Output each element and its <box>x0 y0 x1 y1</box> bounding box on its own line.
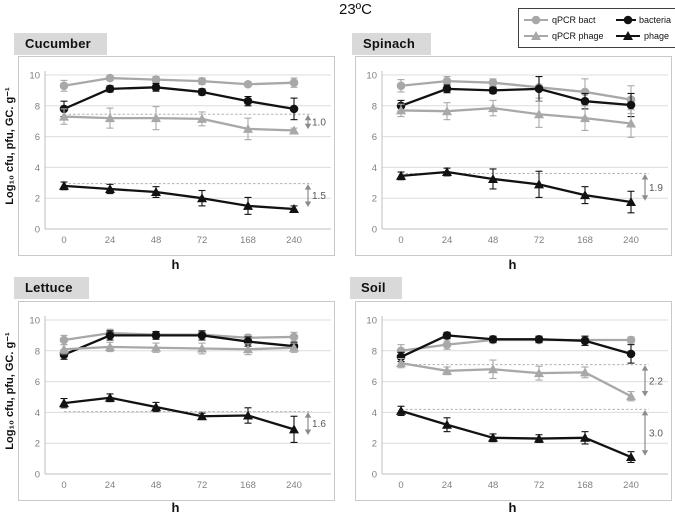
svg-text:24: 24 <box>442 480 453 491</box>
svg-text:0: 0 <box>398 480 403 491</box>
svg-text:168: 168 <box>577 480 593 491</box>
svg-text:2.2: 2.2 <box>649 376 663 387</box>
svg-text:48: 48 <box>488 480 499 491</box>
svg-text:24: 24 <box>105 235 116 246</box>
svg-text:2: 2 <box>35 439 40 450</box>
svg-text:10: 10 <box>366 71 377 82</box>
svg-text:8: 8 <box>35 101 40 112</box>
svg-text:8: 8 <box>35 346 40 357</box>
svg-text:168: 168 <box>240 480 256 491</box>
svg-text:240: 240 <box>623 480 639 491</box>
svg-text:6: 6 <box>35 132 40 143</box>
svg-text:0: 0 <box>61 235 66 246</box>
qpcr-phage-marker-icon <box>524 31 548 40</box>
qpcr-bact-marker-icon <box>524 15 548 25</box>
svg-text:1.5: 1.5 <box>312 191 326 202</box>
svg-text:4: 4 <box>372 163 377 174</box>
svg-text:24: 24 <box>105 480 116 491</box>
legend-label: qPCR phage <box>552 31 604 41</box>
svg-text:2: 2 <box>372 439 377 450</box>
svg-text:72: 72 <box>534 235 545 246</box>
legend: qPCR bact bacteria qPCR phage phage <box>518 8 675 48</box>
panel-title-cucumber: Cucumber <box>14 33 107 55</box>
svg-text:4: 4 <box>35 408 40 419</box>
x-axis-label-soil: h <box>508 500 517 515</box>
svg-text:4: 4 <box>372 408 377 419</box>
svg-text:6: 6 <box>35 377 40 388</box>
figure-title: 23ºC <box>339 1 372 18</box>
svg-text:168: 168 <box>240 235 256 246</box>
svg-text:1.6: 1.6 <box>312 419 326 430</box>
svg-text:72: 72 <box>197 235 208 246</box>
svg-text:240: 240 <box>286 235 302 246</box>
svg-text:1.0: 1.0 <box>312 117 326 128</box>
x-axis-label-cucumber: h <box>171 257 180 272</box>
bacteria-marker-icon <box>616 15 636 25</box>
svg-text:10: 10 <box>366 316 377 327</box>
soil-panel: 0 2 4 6 8 10 0 24 48 72 168 240 2.2 3.0 <box>355 301 672 501</box>
svg-text:6: 6 <box>372 377 377 388</box>
svg-text:0: 0 <box>372 470 377 481</box>
svg-text:8: 8 <box>372 346 377 357</box>
phage-marker-icon <box>616 31 640 40</box>
y-axis-label-bottom: Log₁₀ cfu, pfu, GC. g⁻¹ <box>4 332 16 450</box>
legend-item-qpcr-bact: qPCR bact <box>523 14 615 26</box>
panel-title-soil: Soil <box>350 277 402 299</box>
svg-text:1.9: 1.9 <box>649 183 663 194</box>
svg-text:0: 0 <box>35 225 40 236</box>
svg-text:72: 72 <box>534 480 545 491</box>
x-axis-label-lettuce: h <box>171 500 180 515</box>
svg-text:48: 48 <box>488 235 499 246</box>
svg-text:6: 6 <box>372 132 377 143</box>
legend-item-bacteria: bacteria <box>615 14 671 26</box>
svg-text:0: 0 <box>398 235 403 246</box>
legend-item-qpcr-phage: qPCR phage <box>523 30 615 42</box>
svg-text:10: 10 <box>29 316 40 327</box>
y-axis-label-top: Log₁₀ cfu, pfu, GC. g⁻¹ <box>4 87 16 205</box>
svg-text:240: 240 <box>623 235 639 246</box>
legend-item-phage: phage <box>615 30 671 42</box>
svg-text:24: 24 <box>442 235 453 246</box>
panel-title-spinach: Spinach <box>352 33 431 55</box>
svg-text:10: 10 <box>29 71 40 82</box>
legend-label: qPCR bact <box>552 15 596 25</box>
svg-text:72: 72 <box>197 480 208 491</box>
lettuce-panel: 0 2 4 6 8 10 0 24 48 72 168 240 1.6 <box>18 301 335 501</box>
svg-text:8: 8 <box>372 101 377 112</box>
svg-text:0: 0 <box>61 480 66 491</box>
legend-label: phage <box>644 31 670 41</box>
svg-text:2: 2 <box>35 194 40 205</box>
legend-label: bacteria <box>638 15 671 25</box>
svg-text:4: 4 <box>35 163 40 174</box>
svg-text:240: 240 <box>286 480 302 491</box>
panel-title-lettuce: Lettuce <box>14 277 89 299</box>
svg-text:2: 2 <box>372 194 377 205</box>
spinach-panel: 0 2 4 6 8 10 0 24 48 72 168 240 1.9 <box>355 56 672 256</box>
svg-text:48: 48 <box>151 235 162 246</box>
svg-text:48: 48 <box>151 480 162 491</box>
x-axis-label-spinach: h <box>508 257 517 272</box>
svg-text:168: 168 <box>577 235 593 246</box>
svg-text:3.0: 3.0 <box>649 428 663 439</box>
cucumber-panel: 0 2 4 6 8 10 0 24 48 72 168 240 1.0 1.5 <box>18 56 335 256</box>
svg-text:0: 0 <box>35 470 40 481</box>
svg-text:0: 0 <box>372 225 377 236</box>
